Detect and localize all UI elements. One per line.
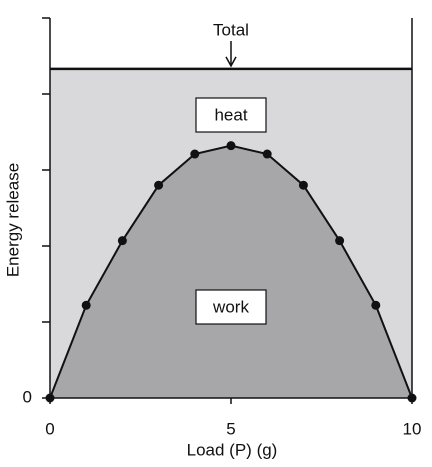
point xyxy=(190,149,200,159)
x-tick-label: 10 xyxy=(403,419,422,438)
x-tick-label: 0 xyxy=(45,419,54,438)
label-box xyxy=(195,289,267,325)
total-label: Total xyxy=(213,20,249,39)
point xyxy=(154,180,164,190)
point xyxy=(226,141,236,151)
point xyxy=(117,236,127,246)
x-tick-label: 5 xyxy=(226,419,235,438)
point xyxy=(81,300,91,310)
area xyxy=(50,145,412,398)
arrow-head xyxy=(225,56,237,68)
y-tick-label: 0 xyxy=(23,387,32,406)
label-box xyxy=(195,97,267,133)
point xyxy=(371,300,381,310)
point xyxy=(335,236,345,246)
point xyxy=(262,149,272,159)
x-axis-label: Load (P) (g) xyxy=(187,440,278,459)
region-label: work xyxy=(212,297,249,316)
region-label: heat xyxy=(214,105,247,124)
y-axis-label: Energy release xyxy=(3,163,22,277)
point xyxy=(298,180,308,190)
